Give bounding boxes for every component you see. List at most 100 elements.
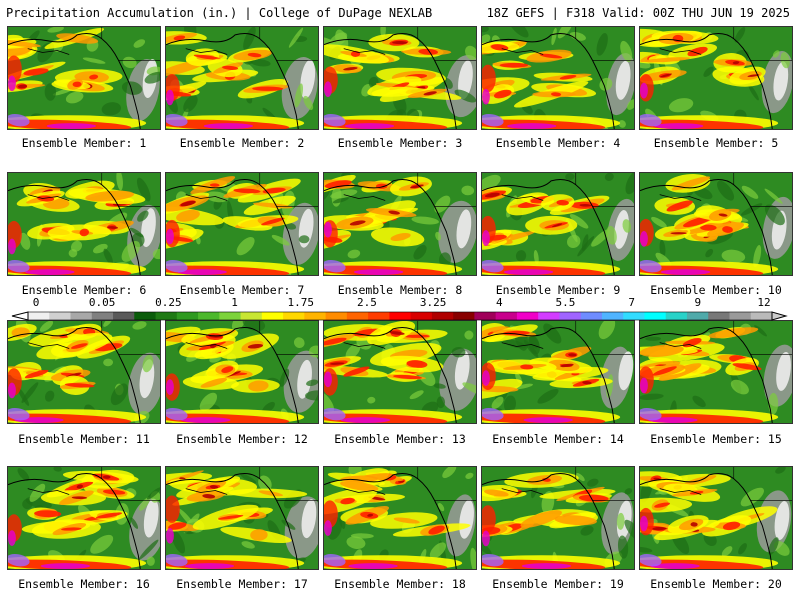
ensemble-member-label: Ensemble Member: 9 bbox=[495, 283, 621, 297]
ensemble-member-label: Ensemble Member: 18 bbox=[334, 577, 466, 591]
ensemble-map-panel bbox=[165, 26, 319, 130]
legend-tick-label: 7 bbox=[628, 296, 635, 309]
ensemble-member-label: Ensemble Member: 17 bbox=[176, 577, 308, 591]
ensemble-map-panel bbox=[323, 320, 477, 424]
legend-swatch bbox=[198, 312, 220, 320]
ensemble-map-panel bbox=[323, 466, 477, 570]
ensemble-member-label: Ensemble Member: 1 bbox=[21, 136, 147, 150]
legend-swatch bbox=[453, 312, 475, 320]
precip-map bbox=[324, 27, 476, 129]
legend-swatch bbox=[155, 312, 178, 320]
legend-colorbar bbox=[11, 311, 788, 321]
legend-swatch bbox=[261, 312, 284, 320]
legend-tick-label: 0.05 bbox=[88, 296, 116, 309]
legend-swatch bbox=[219, 312, 242, 320]
precip-map bbox=[324, 467, 476, 569]
legend-tick-label: 1.75 bbox=[287, 296, 314, 309]
precip-map bbox=[166, 173, 318, 275]
ensemble-map-panel bbox=[639, 26, 793, 130]
ensemble-map-panel bbox=[165, 466, 319, 570]
legend-tick-label: 1 bbox=[231, 296, 238, 309]
legend-swatch bbox=[28, 312, 50, 320]
ensemble-member-label: Ensemble Member: 2 bbox=[179, 136, 305, 150]
legend-swatch bbox=[304, 312, 327, 320]
ensemble-member-label: Ensemble Member: 12 bbox=[176, 432, 308, 446]
ensemble-member-label: Ensemble Member: 10 bbox=[650, 283, 782, 297]
legend-tick-label: 2.5 bbox=[356, 296, 377, 309]
ensemble-map-panel bbox=[481, 320, 635, 424]
ensemble-map-panel bbox=[481, 172, 635, 276]
ensemble-map-panel bbox=[639, 172, 793, 276]
legend-swatch bbox=[601, 312, 624, 320]
precip-map bbox=[640, 321, 792, 423]
ensemble-member-label: Ensemble Member: 11 bbox=[18, 432, 150, 446]
ensemble-map-panel bbox=[165, 320, 319, 424]
legend-swatch bbox=[389, 312, 412, 320]
precip-map bbox=[640, 173, 792, 275]
ensemble-member-label: Ensemble Member: 7 bbox=[179, 283, 305, 297]
ensemble-member-label: Ensemble Member: 14 bbox=[492, 432, 624, 446]
legend-swatch bbox=[623, 312, 645, 320]
ensemble-member-label: Ensemble Member: 5 bbox=[653, 136, 779, 150]
legend-swatch bbox=[346, 312, 369, 320]
precip-map bbox=[166, 467, 318, 569]
legend-swatch bbox=[474, 312, 497, 320]
ensemble-member-label: Ensemble Member: 3 bbox=[337, 136, 463, 150]
precip-map bbox=[482, 467, 634, 569]
legend-tick-label: 12 bbox=[757, 296, 771, 309]
ensemble-map-panel bbox=[481, 466, 635, 570]
ensemble-map-panel bbox=[323, 172, 477, 276]
legend-tick-label: 9 bbox=[694, 296, 702, 309]
precip-map bbox=[324, 321, 476, 423]
precip-map bbox=[8, 321, 160, 423]
precip-map bbox=[640, 467, 792, 569]
precip-map bbox=[482, 27, 634, 129]
legend-swatch bbox=[729, 312, 752, 320]
legend-right-arrow bbox=[771, 311, 788, 321]
legend-swatch bbox=[431, 312, 454, 320]
ensemble-member-label: Ensemble Member: 8 bbox=[337, 283, 463, 297]
ensemble-member-label: Ensemble Member: 20 bbox=[650, 577, 782, 591]
ensemble-map-panel bbox=[7, 320, 161, 424]
legend-swatch bbox=[580, 312, 603, 320]
precip-map bbox=[8, 467, 160, 569]
run-info: 18Z GEFS | F318 Valid: 00Z THU JUN 19 20… bbox=[486, 6, 790, 20]
ensemble-map-panel bbox=[7, 26, 161, 130]
legend-swatch bbox=[686, 312, 709, 320]
legend-left-arrow bbox=[11, 311, 29, 321]
legend-swatch bbox=[665, 312, 688, 320]
precip-map bbox=[482, 173, 634, 275]
ensemble-map-panel bbox=[481, 26, 635, 130]
precip-map bbox=[482, 321, 634, 423]
legend-swatch bbox=[240, 312, 263, 320]
precip-map bbox=[324, 173, 476, 275]
legend-swatch bbox=[91, 312, 114, 320]
legend-swatch bbox=[410, 312, 433, 320]
legend-swatch bbox=[134, 312, 157, 320]
legend-swatch bbox=[644, 312, 667, 320]
legend-swatch bbox=[708, 312, 730, 320]
legend-swatch bbox=[325, 312, 348, 320]
legend-swatch bbox=[750, 312, 773, 320]
legend-swatch bbox=[113, 312, 135, 320]
page-title: Precipitation Accumulation (in.) | Colle… bbox=[6, 6, 433, 20]
legend-swatch bbox=[495, 312, 518, 320]
legend-swatch bbox=[538, 312, 560, 320]
ensemble-member-label: Ensemble Member: 15 bbox=[650, 432, 782, 446]
legend-swatch bbox=[283, 312, 305, 320]
legend-swatch bbox=[559, 312, 582, 320]
legend-swatch bbox=[368, 312, 390, 320]
precip-map bbox=[640, 27, 792, 129]
precip-map bbox=[166, 321, 318, 423]
ensemble-map-panel bbox=[165, 172, 319, 276]
color-legend: 0 0.05 0.25 1 1.75 2.5 3.25 4 5.5 7 9 12 bbox=[10, 296, 790, 322]
ensemble-member-label: Ensemble Member: 6 bbox=[21, 283, 147, 297]
legend-swatch bbox=[176, 312, 199, 320]
legend-tick-label: 0 bbox=[32, 296, 40, 309]
legend-swatch bbox=[49, 312, 72, 320]
ensemble-member-label: Ensemble Member: 13 bbox=[334, 432, 466, 446]
ensemble-member-label: Ensemble Member: 19 bbox=[492, 577, 624, 591]
ensemble-map-panel bbox=[323, 26, 477, 130]
legend-swatch bbox=[516, 312, 539, 320]
legend-tick-label: 3.25 bbox=[419, 296, 447, 309]
